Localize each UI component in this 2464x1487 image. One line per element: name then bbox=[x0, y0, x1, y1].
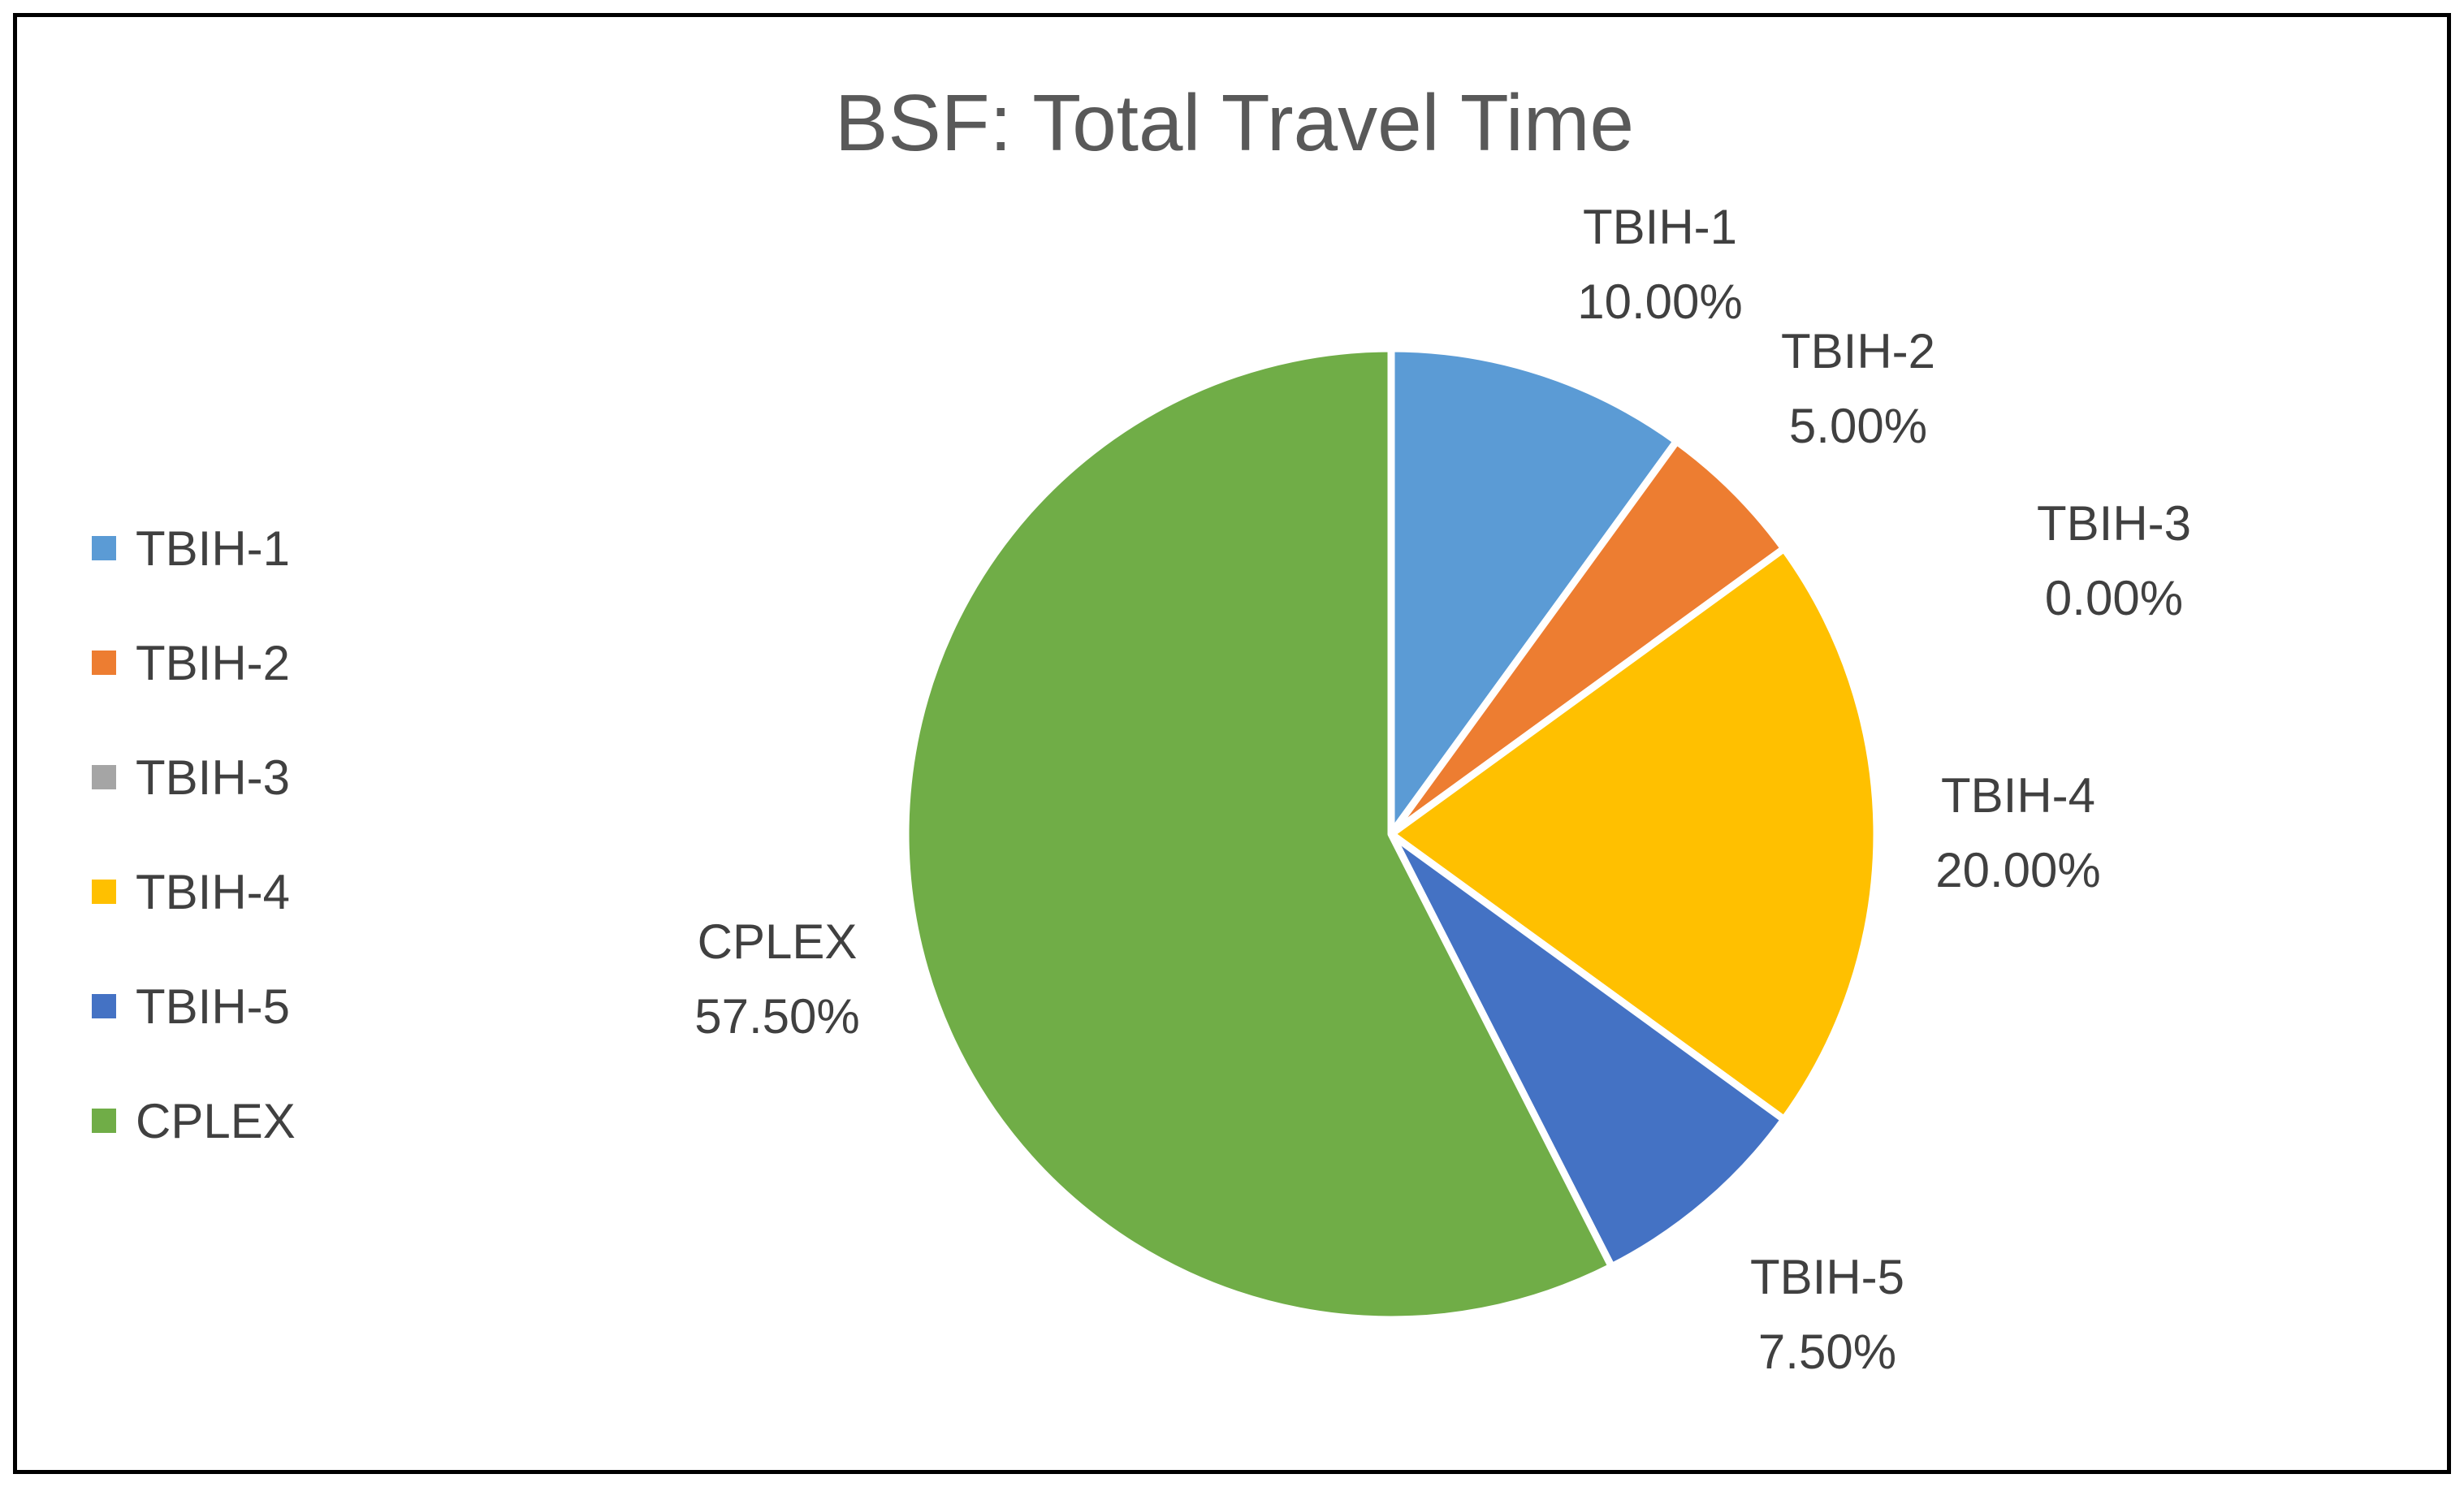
legend-swatch-tbih-3 bbox=[92, 765, 116, 789]
data-label-value-tbih-5: 7.50% bbox=[1758, 1325, 1896, 1379]
legend-label-tbih-3: TBIH-3 bbox=[136, 750, 290, 805]
data-label-category-tbih-2: TBIH-2 bbox=[1781, 324, 1935, 378]
legend-swatch-tbih-5 bbox=[92, 994, 116, 1018]
legend-swatch-tbih-2 bbox=[92, 651, 116, 675]
data-label-value-tbih-3: 0.00% bbox=[2045, 571, 2183, 625]
data-label-value-cplex: 57.50% bbox=[694, 989, 860, 1044]
legend-swatch-tbih-1 bbox=[92, 536, 116, 560]
data-labels: TBIH-1 10.00% TBIH-2 5.00% TBIH-3 0.00% TBIH-4… bbox=[694, 200, 2191, 1379]
data-label-value-tbih-4: 20.00% bbox=[1935, 843, 2101, 897]
chart-title: BSF: Total Travel Time bbox=[835, 78, 1634, 167]
legend-swatch-tbih-4 bbox=[92, 880, 116, 904]
pie-slice-tbih-5 bbox=[1387, 830, 1788, 1271]
pie-slice-tbih-4 bbox=[1387, 545, 1881, 1123]
legend-label-cplex: CPLEX bbox=[136, 1094, 296, 1148]
pie-slice-tbih-2 bbox=[1387, 437, 1788, 838]
data-label-category-tbih-3: TBIH-3 bbox=[2037, 496, 2191, 551]
data-label-category-cplex: CPLEX bbox=[698, 914, 858, 969]
data-label-value-tbih-2: 5.00% bbox=[1789, 399, 1927, 453]
legend-label-tbih-1: TBIH-1 bbox=[136, 521, 290, 576]
data-label-category-tbih-4: TBIH-4 bbox=[1941, 768, 2095, 823]
data-label-category-tbih-1: TBIH-1 bbox=[1583, 200, 1737, 254]
legend-label-tbih-5: TBIH-5 bbox=[136, 979, 290, 1034]
data-label-value-tbih-1: 10.00% bbox=[1577, 274, 1743, 329]
data-label-category-tbih-5: TBIH-5 bbox=[1750, 1250, 1904, 1304]
legend-swatch-cplex bbox=[92, 1109, 116, 1133]
pie-slice-tbih-1 bbox=[1387, 344, 1680, 838]
legend-label-tbih-2: TBIH-2 bbox=[136, 636, 290, 690]
pie-slice-cplex bbox=[901, 344, 1615, 1324]
legend-label-tbih-4: TBIH-4 bbox=[136, 865, 290, 919]
pie-slices bbox=[901, 344, 1881, 1324]
legend: TBIH-1 TBIH-2 TBIH-3 TBIH-4 TBIH-5 CPLEX bbox=[92, 521, 296, 1148]
